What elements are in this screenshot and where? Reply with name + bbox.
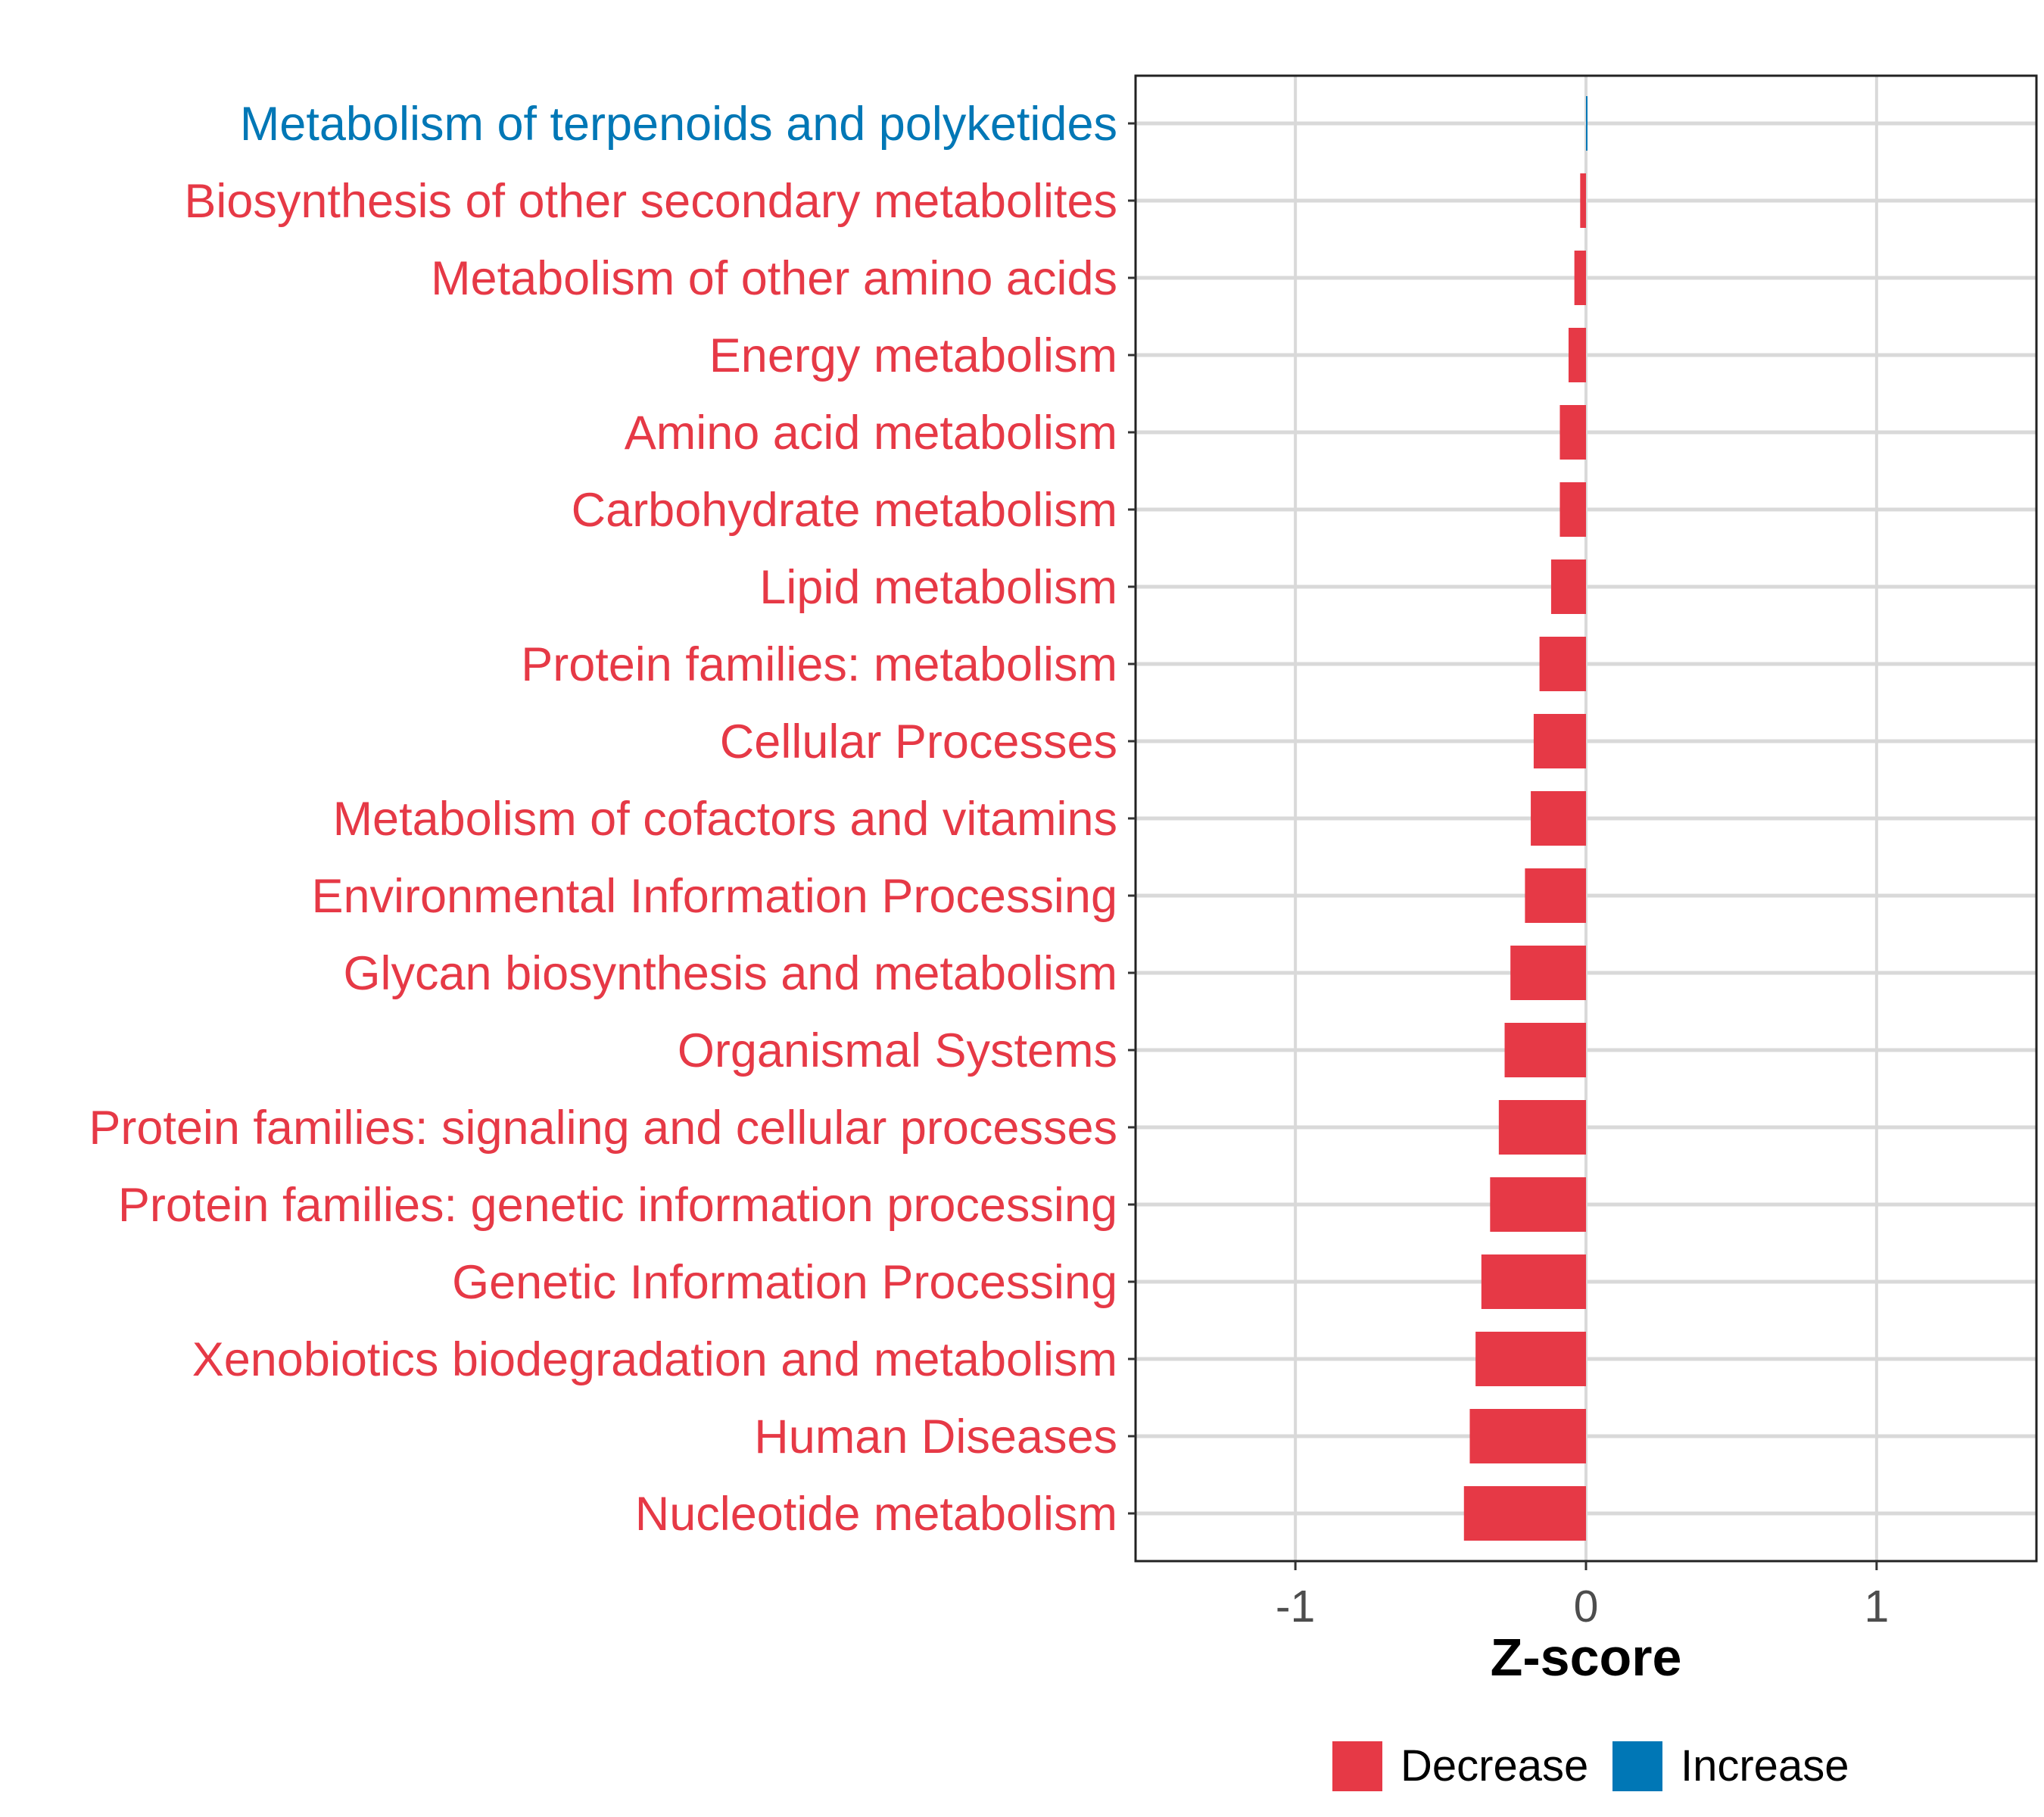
category-label: Metabolism of cofactors and vitamins xyxy=(333,793,1117,846)
x-tick-label: 0 xyxy=(1574,1582,1599,1632)
x-tick-label: -1 xyxy=(1276,1582,1315,1632)
bar xyxy=(1539,637,1586,691)
legend-swatch xyxy=(1332,1741,1382,1791)
bar xyxy=(1574,251,1586,305)
legend-label: Increase xyxy=(1681,1741,1849,1791)
category-label: Glycan biosynthesis and metabolism xyxy=(344,947,1118,1000)
legend: Decrease Increase xyxy=(1332,1741,1849,1791)
category-label: Biosynthesis of other secondary metaboli… xyxy=(184,175,1117,228)
bar xyxy=(1481,1254,1586,1309)
bar xyxy=(1498,1100,1586,1155)
y-axis-labels: Metabolism of terpenoids and polyketides… xyxy=(89,98,1117,1541)
legend-label: Decrease xyxy=(1401,1741,1588,1791)
category-label: Metabolism of other amino acids xyxy=(431,252,1117,305)
bar xyxy=(1559,405,1586,460)
category-label: Cellular Processes xyxy=(720,715,1117,768)
category-label: Metabolism of terpenoids and polyketides xyxy=(240,98,1117,151)
x-axis-title: Z-score xyxy=(1491,1628,1682,1687)
category-label: Environmental Information Processing xyxy=(311,870,1117,923)
category-label: Protein families: signaling and cellular… xyxy=(89,1102,1117,1155)
bar xyxy=(1463,1486,1586,1541)
bar xyxy=(1559,482,1586,537)
bar xyxy=(1490,1177,1586,1232)
bar xyxy=(1475,1332,1586,1386)
category-label: Xenobiotics biodegradation and metabolis… xyxy=(192,1333,1117,1386)
x-axis-ticks: -1 0 1 xyxy=(1276,1561,1889,1632)
bar xyxy=(1510,946,1586,1000)
legend-swatch xyxy=(1612,1741,1662,1791)
bar xyxy=(1568,328,1586,382)
bars xyxy=(1463,96,1588,1541)
bar xyxy=(1580,173,1586,228)
category-label: Protein families: metabolism xyxy=(521,638,1117,691)
category-label: Protein families: genetic information pr… xyxy=(118,1179,1117,1232)
bar xyxy=(1533,714,1586,768)
category-label: Lipid metabolism xyxy=(759,561,1117,614)
category-label: Energy metabolism xyxy=(709,329,1117,382)
category-label: Amino acid metabolism xyxy=(625,407,1117,460)
category-label: Organismal Systems xyxy=(678,1024,1117,1077)
bar xyxy=(1504,1023,1586,1077)
bar xyxy=(1469,1409,1586,1463)
category-label: Human Diseases xyxy=(754,1410,1117,1463)
category-label: Genetic Information Processing xyxy=(452,1256,1117,1309)
y-axis-ticks xyxy=(1128,122,1136,1515)
bar xyxy=(1550,559,1586,614)
bar xyxy=(1586,96,1588,151)
bar xyxy=(1531,791,1586,846)
x-tick-label: 1 xyxy=(1864,1582,1889,1632)
category-label: Nucleotide metabolism xyxy=(635,1488,1117,1541)
bar xyxy=(1525,868,1586,923)
category-label: Carbohydrate metabolism xyxy=(572,484,1117,537)
